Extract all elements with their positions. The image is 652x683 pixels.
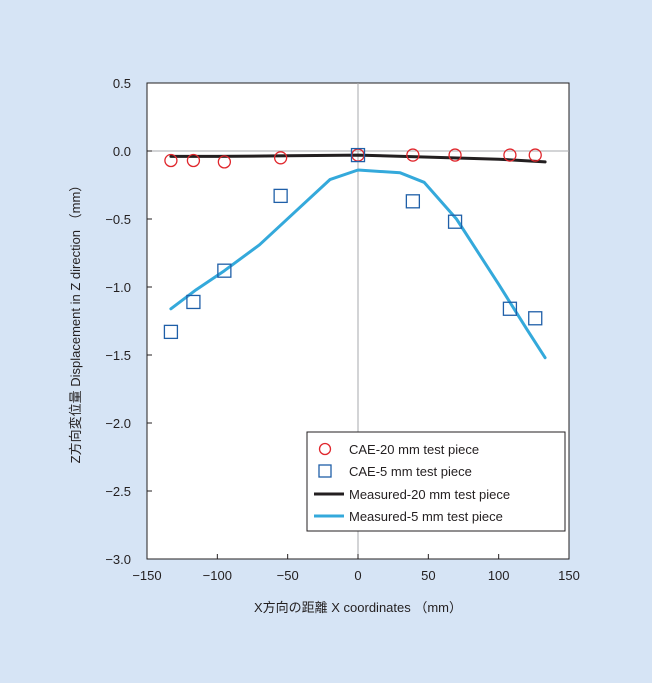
series-line-3	[169, 168, 547, 360]
y-tick-labels: 0.5 0.0 −0.5 −1.0 −1.5 −2.0 −2.5 −3.0	[105, 76, 131, 567]
data-point-circle	[503, 148, 517, 162]
series-line-2	[169, 153, 547, 164]
data-point-circle	[217, 155, 232, 169]
data-point-circle	[273, 151, 288, 165]
x-tick-label: 150	[558, 568, 580, 583]
y-tick-label: 0.0	[113, 144, 131, 159]
data-point-circle	[528, 148, 542, 162]
data-point-circle	[186, 153, 201, 168]
x-tick-label: 0	[354, 568, 361, 583]
y-tick-label: −1.0	[105, 280, 131, 295]
series-layer	[163, 147, 547, 360]
y-axis-label: Z方向変位量 Displacement in Z direction （mm）	[68, 179, 83, 464]
x-tick-labels: −150 −100 −50 0 50 100 150	[132, 568, 580, 583]
data-point-square	[273, 188, 288, 204]
y-tick-label: 0.5	[113, 76, 131, 91]
legend-label-cae-5: CAE-5 mm test piece	[349, 464, 472, 479]
data-point-square	[350, 147, 366, 163]
data-point-square	[502, 301, 518, 316]
legend-box	[306, 431, 566, 532]
axis-ticks	[146, 82, 570, 560]
data-point-square	[163, 324, 179, 340]
legend: CAE-20 mm test piece CAE-5 mm test piece…	[306, 431, 566, 532]
data-point-square	[405, 194, 421, 209]
data-point-square	[217, 263, 232, 278]
legend-label-measured-20: Measured-20 mm test piece	[349, 487, 510, 502]
x-tick-label: 50	[421, 568, 435, 583]
legend-marker-cae-20	[318, 442, 332, 456]
legend-label-cae-20: CAE-20 mm test piece	[349, 442, 479, 457]
y-tick-label: −3.0	[105, 552, 131, 567]
x-axis-label: X方向の距離 X coordinates （mm）	[254, 600, 462, 615]
legend-marker-cae-5	[318, 464, 332, 478]
data-point-circle	[448, 148, 462, 162]
x-tick-label: −150	[132, 568, 161, 583]
data-point-square	[447, 214, 463, 229]
y-tick-label: −1.5	[105, 348, 131, 363]
x-tick-label: −100	[203, 568, 232, 583]
data-point-square	[186, 294, 201, 310]
data-point-circle	[164, 153, 178, 168]
data-point-square	[528, 311, 543, 326]
legend-label-measured-5: Measured-5 mm test piece	[349, 509, 503, 524]
y-tick-label: −2.0	[105, 416, 131, 431]
data-point-circle	[406, 148, 420, 162]
x-tick-label: −50	[277, 568, 299, 583]
y-tick-label: −2.5	[105, 484, 131, 499]
x-tick-label: 100	[488, 568, 510, 583]
y-tick-label: −0.5	[105, 212, 131, 227]
